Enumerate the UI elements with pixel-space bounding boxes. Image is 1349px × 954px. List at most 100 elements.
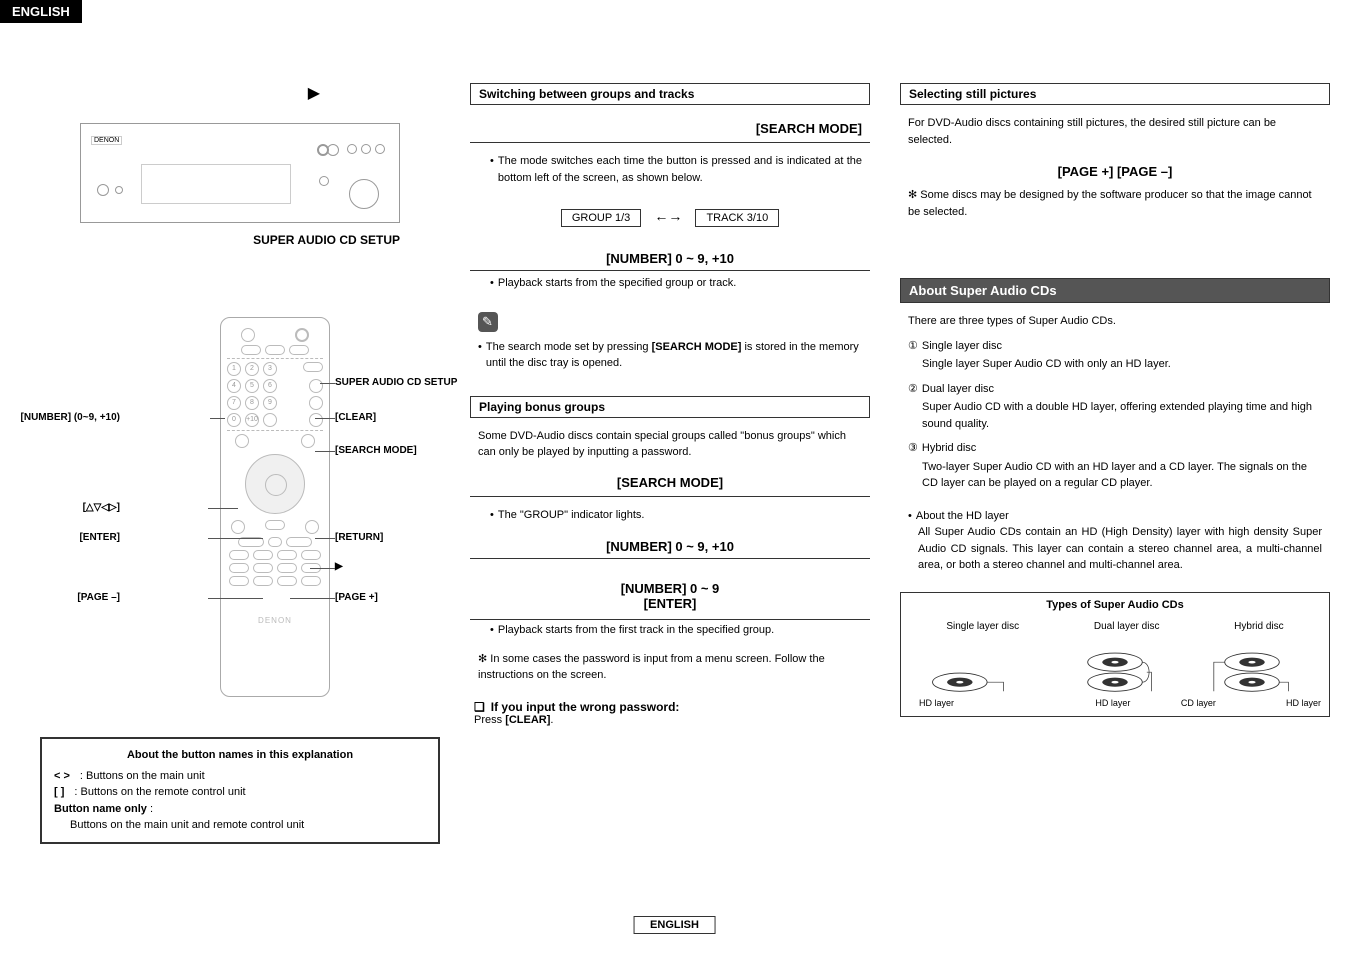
diagram-title: SUPER AUDIO CD SETUP <box>40 233 400 247</box>
button-names-box: About the button names in this explanati… <box>40 737 440 844</box>
playing-body-text: Some DVD-Audio discs contain special gro… <box>470 428 870 469</box>
pencil-note-text: The search mode set by pressing [SEARCH … <box>478 339 862 372</box>
remote-body: 123 456 789 0+10 <box>220 317 330 697</box>
main-unit-diagram: DENON <box>80 123 400 223</box>
type-2-title: ②Dual layer disc <box>908 381 1322 398</box>
remote-btn-icon <box>229 576 249 586</box>
about-colon: : <box>147 803 153 815</box>
device-knob-icon <box>319 176 329 186</box>
remote-num-icon: 5 <box>245 379 259 393</box>
number-heading: [NUMBER] 0 ~ 9, +10 <box>470 247 870 271</box>
label-page-plus: [PAGE +] <box>335 592 378 603</box>
types-box: Types of Super Audio CDs Single layer di… <box>900 592 1330 717</box>
remote-num-icon: 3 <box>263 362 277 376</box>
wrong-password-heading: If you input the wrong password: <box>470 700 870 714</box>
remote-btn-icon <box>303 362 323 372</box>
label-enter: [ENTER] <box>79 532 120 543</box>
remote-btn-icon <box>286 537 312 547</box>
remote-num-icon: 2 <box>245 362 259 376</box>
label-line <box>208 538 263 539</box>
group-indicator-text: The "GROUP" indicator lights. <box>490 507 862 524</box>
remote-btn-icon <box>241 345 261 355</box>
remote-btn-icon <box>263 413 277 427</box>
label-return: [RETURN] <box>335 532 383 543</box>
layer-hybrid-cd: CD layer <box>1181 698 1216 708</box>
about-text-main: : Buttons on the main unit <box>80 768 205 785</box>
remote-nav-icon <box>245 454 305 514</box>
label-nav: [△▽◁▷] <box>83 502 120 513</box>
number-body-text: Playback starts from the specified group… <box>490 275 862 292</box>
remote-num-icon: 0 <box>227 413 241 427</box>
label-line <box>290 598 335 599</box>
remote-btn-icon <box>265 520 285 530</box>
remote-btn-icon <box>253 563 273 573</box>
page-content: ▶ DENON SUPER AUDIO CD SETUP <box>0 23 1349 864</box>
label-page-minus: [PAGE –] <box>77 592 120 603</box>
play-triangle-icon: ▶ <box>40 83 320 103</box>
remote-btn-icon <box>241 328 255 342</box>
remote-btn-icon <box>309 413 323 427</box>
remote-btn-icon <box>268 537 282 547</box>
remote-btn-icon <box>235 434 249 448</box>
switch-body-text: The mode switches each time the button i… <box>490 153 862 186</box>
label-play: ▶ <box>335 561 343 572</box>
remote-btn-icon <box>301 434 315 448</box>
remote-btn-icon <box>309 396 323 410</box>
remote-btn-icon <box>265 345 285 355</box>
about-box-title: About the button names in this explanati… <box>54 747 426 764</box>
remote-num-icon: 9 <box>263 396 277 410</box>
type-2-body: Super Audio CD with a double HD layer, o… <box>908 399 1322 432</box>
remote-btn-icon <box>295 328 309 342</box>
remote-btn-icon <box>277 563 297 573</box>
disc-icons-row <box>901 640 1329 698</box>
label-clear: [CLEAR] <box>335 412 376 423</box>
remote-btn-icon <box>309 379 323 393</box>
number2-heading: [NUMBER] 0 ~ 9, +10 <box>470 535 870 559</box>
layer-labels-row: HD layer HD layer CD layer HD layer <box>901 698 1329 716</box>
language-banner: ENGLISH <box>0 0 82 23</box>
about-sacd-header: About Super Audio CDs <box>900 278 1330 303</box>
label-line <box>210 418 225 419</box>
label-line <box>320 383 335 384</box>
track-box: TRACK 3/10 <box>695 209 779 227</box>
dual-disc-icon <box>1055 644 1175 694</box>
type-label-dual: Dual layer disc <box>1094 621 1160 632</box>
label-line <box>208 598 263 599</box>
device-knob-icon <box>317 144 329 156</box>
hybrid-disc-icon <box>1192 644 1312 694</box>
label-line <box>315 538 335 539</box>
bottom-language-label: ENGLISH <box>633 916 716 934</box>
divider <box>227 430 323 431</box>
remote-btn-icon <box>277 576 297 586</box>
label-number: [NUMBER] (0~9, +10) <box>21 412 120 423</box>
label-search-mode: [SEARCH MODE] <box>335 445 417 456</box>
types-labels-row: Single layer disc Dual layer disc Hybrid… <box>901 617 1329 640</box>
remote-btn-icon <box>277 550 297 560</box>
layer-dual: HD layer <box>1045 698 1181 708</box>
middle-column: Switching between groups and tracks [SEA… <box>470 83 870 844</box>
left-column: ▶ DENON SUPER AUDIO CD SETUP <box>40 83 440 844</box>
remote-diagram: 123 456 789 0+10 <box>160 317 360 717</box>
search-mode-heading-2: [SEARCH MODE] <box>470 469 870 497</box>
remote-btn-icon <box>289 345 309 355</box>
about-button-name-only: Button name only <box>54 803 147 815</box>
device-knob-icon <box>361 144 371 154</box>
remote-num-icon: 7 <box>227 396 241 410</box>
label-line <box>310 568 335 569</box>
selecting-body: For DVD-Audio discs containing still pic… <box>900 115 1330 156</box>
about-prefix-main: < > <box>54 768 70 785</box>
types-box-header: Types of Super Audio CDs <box>901 593 1329 617</box>
double-arrow-icon: ←→ <box>654 208 682 224</box>
device-knob-icon <box>375 144 385 154</box>
divider <box>227 358 323 359</box>
remote-btn-icon <box>253 550 273 560</box>
device-knob-icon <box>115 186 123 194</box>
page-bracket: [PAGE +] [PAGE –] <box>900 164 1330 179</box>
remote-num-icon: 4 <box>227 379 241 393</box>
device-brand-label: DENON <box>91 136 122 145</box>
remote-brand: DENON <box>221 616 329 625</box>
remote-btn-icon <box>301 576 321 586</box>
remote-num-icon: 1 <box>227 362 241 376</box>
remote-btn-icon <box>253 576 273 586</box>
device-knob-icon <box>347 144 357 154</box>
